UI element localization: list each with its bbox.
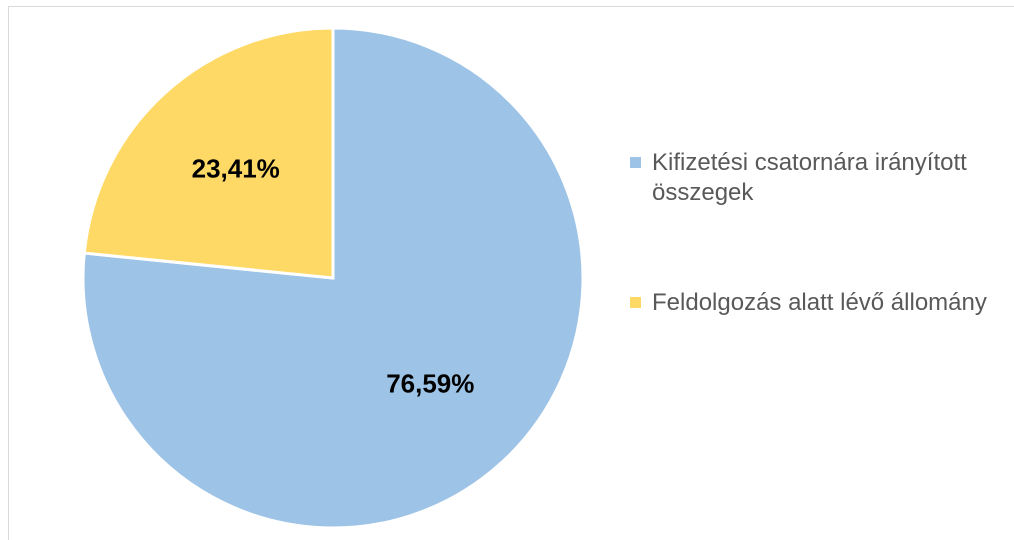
legend-item: Kifizetési csatornára irányított összege…	[630, 148, 992, 208]
legend-label: Feldolgozás alatt lévő állomány	[652, 289, 987, 316]
pie-slice	[82, 26, 335, 280]
legend-label: Kifizetési csatornára irányított összege…	[652, 149, 967, 206]
data-label: 23,41%	[192, 153, 280, 183]
legend-swatch	[630, 157, 641, 168]
data-label: 76,59%	[386, 368, 474, 398]
legend-item: Feldolgozás alatt lévő állomány	[630, 288, 992, 318]
legend-swatch	[630, 297, 641, 308]
chart-border	[8, 6, 1014, 540]
